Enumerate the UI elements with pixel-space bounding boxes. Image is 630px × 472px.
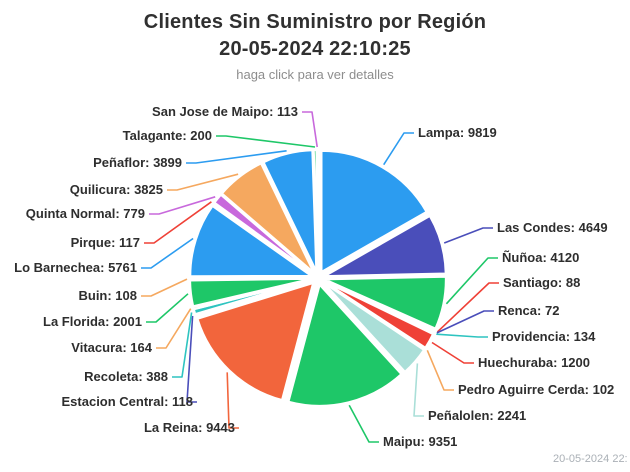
connector-line-maipu: [348, 404, 379, 443]
slice-label-san-jose-de-maipo[interactable]: San Jose de Maipo: 113: [152, 104, 298, 119]
connector-line-lo-barnechea: [141, 237, 194, 269]
chart-subtitle: haga click para ver detalles: [236, 67, 394, 82]
pie-slice-lampa[interactable]: [320, 149, 428, 273]
connector-line-recoleta: [172, 312, 193, 378]
pie-slice-buin[interactable]: [188, 277, 312, 281]
connector-line-quinta-normal: [149, 196, 216, 215]
chart-header: Clientes Sin Suministro por Región 20-05…: [0, 9, 630, 82]
connector-line-peñaflor: [186, 150, 287, 164]
pie-slice-lo-barnechea[interactable]: [189, 205, 313, 278]
slice-label-peñaflor[interactable]: Peñaflor: 3899: [93, 155, 182, 170]
connector-line-pirque: [144, 201, 212, 244]
slice-label-la-florida[interactable]: La Florida: 2001: [43, 314, 142, 329]
slice-label-lo-barnechea[interactable]: Lo Barnechea: 5761: [14, 260, 137, 275]
connector-line-lampa: [383, 132, 414, 166]
slice-label-lampa[interactable]: Lampa: 9819: [418, 125, 497, 140]
connector-line-renca: [436, 310, 494, 334]
pie-slice-quinta-normal[interactable]: [213, 193, 314, 275]
slice-label-vitacura[interactable]: Vitacura: 164: [71, 340, 152, 355]
slice-label-pedro-aguirre-cerda[interactable]: Pedro Aguirre Cerda: 102: [458, 382, 615, 397]
chart-title-line2: 20-05-2024 22:10:25: [219, 38, 411, 60]
pie-slice-ñuñoa[interactable]: [323, 275, 447, 330]
connector-line-san-jose-de-maipo: [302, 111, 318, 148]
connector-line-ñuñoa: [445, 257, 498, 305]
connector-line-las-condes: [443, 227, 493, 244]
pie-slice-la-reina[interactable]: [196, 282, 315, 401]
slice-label-quilicura[interactable]: Quilicura: 3825: [69, 182, 163, 197]
connector-line-la-reina: [226, 372, 239, 429]
pie-slice-maipu[interactable]: [287, 283, 403, 407]
connector-line-pedro-aguirre-cerda: [426, 349, 454, 391]
slice-label-ñuñoa[interactable]: Ñuñoa: 4120: [502, 250, 580, 265]
slice-label-santiago[interactable]: Santiago: 88: [503, 275, 581, 290]
slice-label-peñalolen[interactable]: Peñalolen: 2241: [428, 408, 527, 423]
connector-line-la-florida: [146, 293, 189, 323]
connector-line-providencia: [436, 333, 488, 338]
footer-timestamp: 20-05-2024 22:: [553, 453, 628, 465]
slice-label-la-reina[interactable]: La Reina: 9443: [143, 420, 235, 435]
connector-line-peñalolen: [413, 363, 424, 417]
connector-line-huechuraba: [431, 341, 474, 364]
connector-line-talagante: [216, 135, 316, 148]
slice-label-quinta-normal[interactable]: Quinta Normal: 779: [25, 206, 145, 221]
slice-label-maipu[interactable]: Maipu: 9351: [383, 434, 458, 449]
slice-label-buin[interactable]: Buin: 108: [78, 288, 137, 303]
connector-line-estacion-central: [186, 315, 197, 403]
pie-slice-peñalolen[interactable]: [322, 281, 425, 373]
slice-label-providencia[interactable]: Providencia: 134: [492, 329, 596, 344]
slice-label-estacion-central[interactable]: Estacion Central: 118: [61, 394, 194, 409]
slice-label-talagante[interactable]: Talagante: 200: [122, 128, 212, 143]
connector-line-quilicura: [167, 173, 239, 191]
chart-title-line1: Clientes Sin Suministro por Región: [143, 11, 487, 33]
pie-slice-las-condes[interactable]: [323, 215, 447, 278]
pie-slice-peñaflor[interactable]: [262, 149, 318, 273]
slice-label-huechuraba[interactable]: Huechuraba: 1200: [478, 355, 590, 370]
pie-slice-san-jose-de-maipo[interactable]: [315, 148, 319, 272]
connector-line-vitacura: [156, 308, 192, 349]
slice-label-recoleta[interactable]: Recoleta: 388: [84, 369, 168, 384]
slice-label-las-condes[interactable]: Las Condes: 4649: [497, 220, 608, 235]
slice-label-pirque[interactable]: Pirque: 117: [70, 235, 140, 250]
slice-label-renca[interactable]: Renca: 72: [498, 303, 560, 318]
connector-line-buin: [141, 278, 188, 297]
pie-slice-quilicura[interactable]: [221, 162, 315, 274]
connector-line-santiago: [436, 282, 499, 333]
